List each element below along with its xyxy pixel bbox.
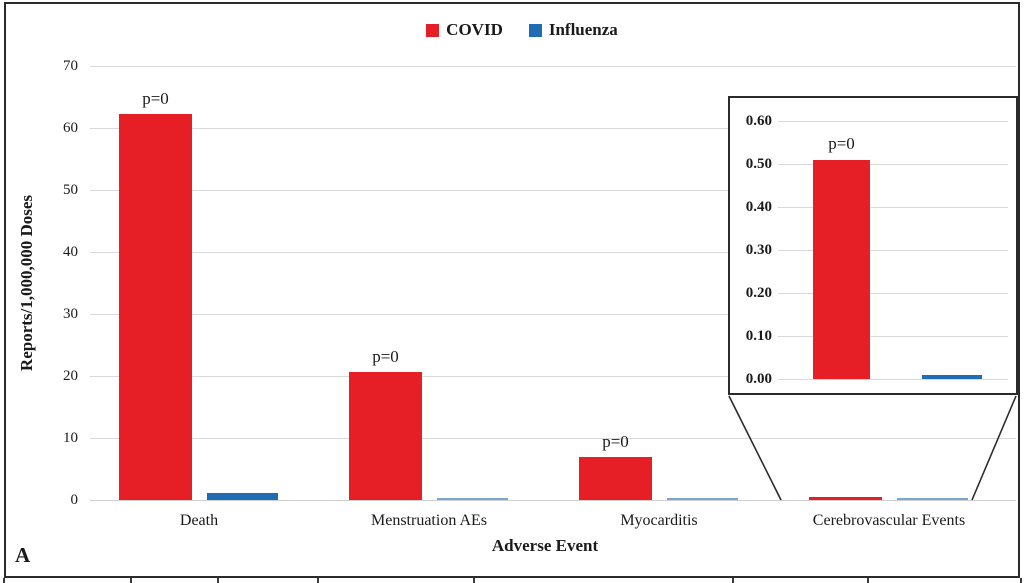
bar-influenza-0 bbox=[207, 492, 278, 500]
legend-label-influenza: Influenza bbox=[548, 20, 618, 39]
inset-bar-covid bbox=[813, 159, 870, 379]
inset-gridline-y-0.20 bbox=[778, 292, 1008, 294]
table-column-divider-7 bbox=[1020, 578, 1022, 583]
legend-item-covid: COVID bbox=[426, 20, 503, 40]
bar-influenza-3 bbox=[897, 498, 968, 500]
legend-swatch-influenza bbox=[528, 23, 542, 37]
table-column-divider-3 bbox=[317, 578, 319, 583]
legend: COVID Influenza bbox=[10, 20, 1024, 40]
table-column-divider-2 bbox=[217, 578, 219, 583]
gridline-y-70 bbox=[90, 65, 1016, 67]
y-tick-label-50: 50 bbox=[63, 182, 78, 198]
gridline-y-10 bbox=[90, 437, 1016, 439]
bar-covid-0 bbox=[119, 114, 192, 500]
y-axis-title: Reports/1,000,000 Doses bbox=[17, 194, 36, 372]
y-tick-label-40: 40 bbox=[63, 244, 78, 260]
inset-y-tick-label-0.40: 0.40 bbox=[745, 199, 772, 215]
inset-gridline-y-0.40 bbox=[778, 206, 1008, 208]
table-column-divider-0 bbox=[3, 578, 5, 583]
inset-y-tick-label-0.30: 0.30 bbox=[745, 242, 772, 258]
bar-influenza-1 bbox=[437, 498, 508, 500]
y-tick-label-10: 10 bbox=[63, 430, 78, 446]
legend-item-influenza: Influenza bbox=[528, 20, 618, 40]
x-category-label-0: Death bbox=[179, 512, 219, 529]
inset-gridline-y-0.00 bbox=[778, 378, 1008, 380]
x-category-label-2: Myocarditis bbox=[620, 512, 698, 529]
gridline-y-30 bbox=[90, 313, 1016, 315]
bar-covid-3 bbox=[809, 496, 882, 500]
gridline-y-40 bbox=[90, 251, 1016, 253]
inset-gridline-y-0.30 bbox=[778, 249, 1008, 251]
gridline-y-60 bbox=[90, 127, 1016, 129]
bar-covid-1 bbox=[349, 371, 422, 500]
callout-line-right bbox=[971, 395, 1017, 501]
gridline-y-0 bbox=[90, 499, 1016, 501]
table-column-divider-5 bbox=[732, 578, 734, 583]
inset-y-tick-label-0.20: 0.20 bbox=[745, 285, 772, 301]
inset-y-tick-label-0.60: 0.60 bbox=[745, 113, 772, 129]
p-value-label-2: p=0 bbox=[602, 432, 629, 452]
table-column-divider-1 bbox=[130, 578, 132, 583]
x-category-label-3: Cerebrovascular Events bbox=[812, 512, 966, 529]
y-tick-label-20: 20 bbox=[63, 368, 78, 384]
bar-covid-2 bbox=[579, 457, 652, 500]
table-column-divider-6 bbox=[867, 578, 869, 583]
legend-swatch-covid bbox=[426, 23, 440, 37]
inset-zoom-chart: 0.00 0.10 0.20 0.30 0.40 0.50 0.60 p=0 bbox=[728, 96, 1018, 395]
inset-p-value-label: p=0 bbox=[828, 133, 855, 153]
x-category-label-1: Menstruation AEs bbox=[371, 512, 487, 529]
gridline-y-20 bbox=[90, 375, 1016, 377]
inset-gridline-y-0.50 bbox=[778, 163, 1008, 165]
inset-bar-influenza bbox=[922, 374, 982, 379]
table-column-divider-4 bbox=[473, 578, 475, 583]
y-tick-label-60: 60 bbox=[63, 120, 78, 136]
callout-line-left bbox=[728, 395, 782, 501]
legend-label-covid: COVID bbox=[446, 20, 503, 39]
y-tick-label-0: 0 bbox=[70, 492, 79, 508]
p-value-label-0: p=0 bbox=[142, 89, 169, 109]
x-axis-title: Adverse Event bbox=[491, 536, 599, 555]
inset-y-tick-label-0.50: 0.50 bbox=[745, 156, 772, 172]
bar-influenza-2 bbox=[667, 498, 738, 500]
inset-y-tick-label-0.00: 0.00 bbox=[745, 371, 772, 387]
p-value-label-1: p=0 bbox=[372, 346, 399, 366]
panel-label: A bbox=[15, 543, 31, 567]
inset-gridline-y-0.10 bbox=[778, 335, 1008, 337]
y-tick-label-30: 30 bbox=[63, 306, 78, 322]
y-tick-label-70: 70 bbox=[63, 58, 78, 74]
gridline-y-50 bbox=[90, 189, 1016, 191]
cropped-table-top-edge bbox=[0, 578, 1024, 583]
inset-gridline-y-0.60 bbox=[778, 120, 1008, 122]
inset-y-tick-label-0.10: 0.10 bbox=[745, 328, 772, 344]
